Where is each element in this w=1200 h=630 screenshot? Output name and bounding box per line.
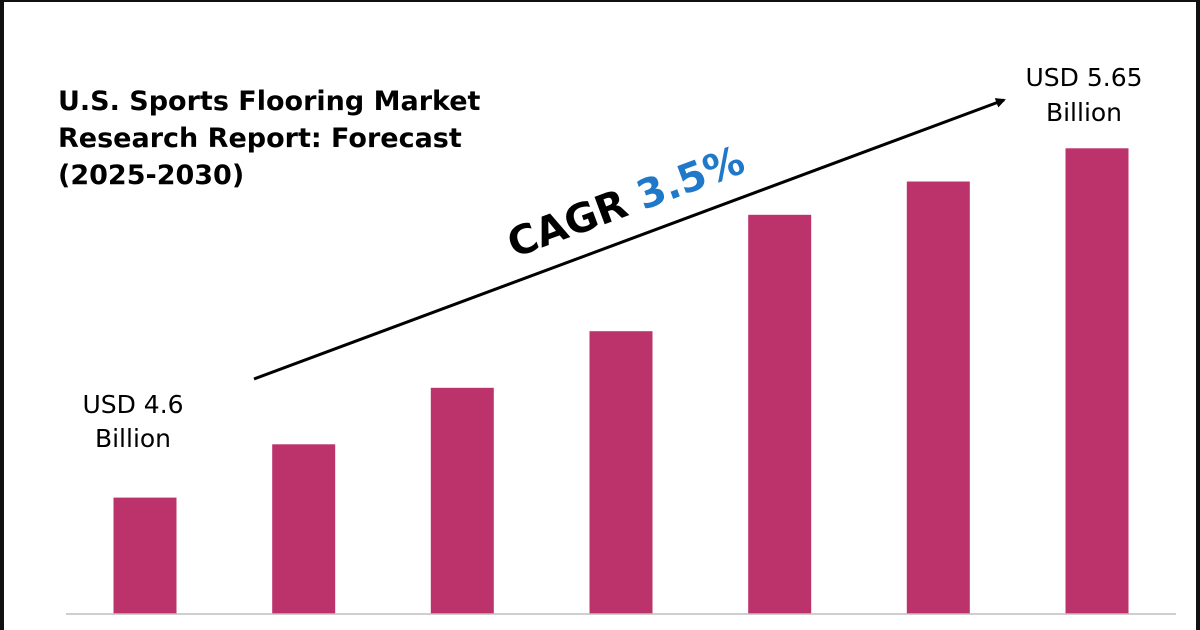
cagr-value: 3.5% — [631, 138, 751, 220]
bar-2025 — [113, 497, 177, 614]
chart-title-line-1: U.S. Sports Flooring Market — [58, 86, 481, 117]
end-value-label-line-1: USD 5.65 — [1025, 63, 1142, 92]
end-value-label: USD 5.65 Billion — [1025, 63, 1142, 127]
bar-2026 — [272, 444, 336, 614]
bars — [113, 148, 1129, 615]
start-value-label-line-1: USD 4.6 — [82, 390, 183, 419]
start-value-label: USD 4.6 Billion — [82, 390, 183, 453]
chart-title: U.S. Sports Flooring Market Research Rep… — [58, 86, 481, 191]
cagr-annotation: CAGR 3.5% — [501, 138, 750, 268]
bar-2028 — [589, 331, 653, 614]
bar-2029 — [748, 214, 812, 615]
bar-2030 — [906, 181, 970, 614]
start-value-label-line-2: Billion — [95, 424, 171, 453]
end-value-label-line-2: Billion — [1046, 98, 1122, 127]
growth-arrow — [253, 98, 1006, 381]
bar-2027 — [430, 387, 494, 614]
chart-title-line-3: (2025-2030) — [58, 160, 244, 191]
chart-title-line-2: Research Report: Forecast — [58, 123, 462, 154]
bar-2031 — [1065, 148, 1129, 615]
cagr-label: CAGR — [501, 176, 646, 267]
